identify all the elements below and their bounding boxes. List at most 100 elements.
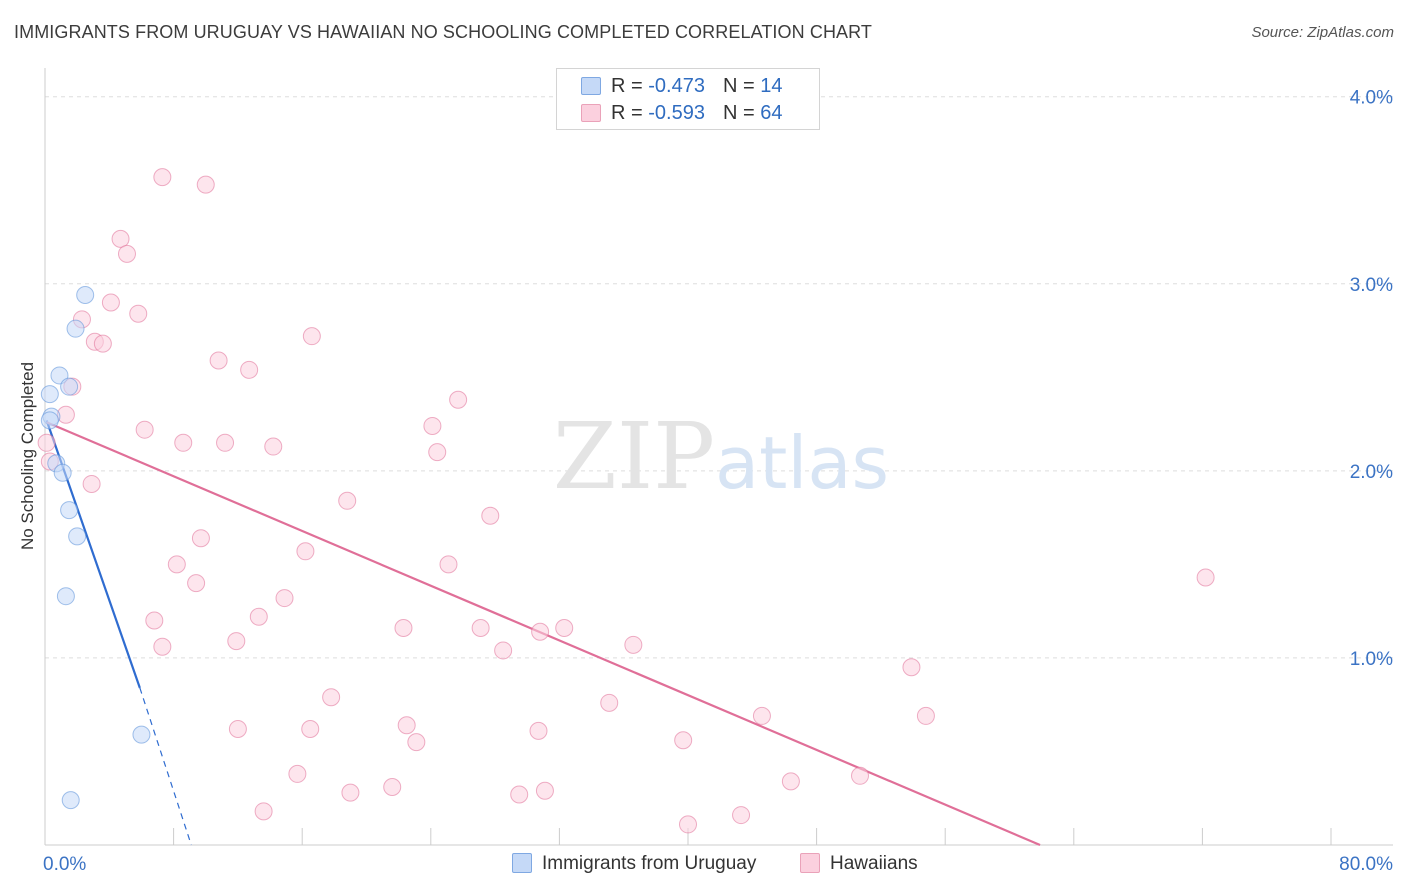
hawaiians-point-51	[674, 731, 693, 750]
hawaiians-point-34	[471, 618, 490, 637]
hawaiians-point-57	[510, 785, 529, 804]
hawaiians-point-3	[117, 244, 136, 263]
y-tick-label-3: 1.0%	[1350, 649, 1393, 670]
hawaiians-point-47	[301, 720, 320, 739]
legend-n-value-uruguay: 14	[760, 75, 783, 97]
hawaiians-point-22	[338, 491, 357, 510]
hawaiians-point-28	[187, 574, 206, 593]
legend-swatch-hawaiians	[581, 104, 601, 122]
y-tick-label-2: 2.0%	[1350, 462, 1393, 483]
legend-row-uruguay: R = -0.473 N = 14	[581, 73, 782, 99]
hawaiians-point-27	[439, 555, 458, 574]
hawaiians-point-44	[752, 706, 771, 725]
x-tick-label-min: 0.0%	[43, 854, 86, 875]
hawaiians-point-15	[423, 416, 442, 435]
hawaiians-point-45	[916, 706, 935, 725]
legend-r-value-uruguay: -0.473	[648, 75, 705, 97]
hawaiians-point-49	[529, 721, 548, 740]
legend-r-label-uruguay: R =	[611, 75, 643, 97]
y-axis-label: No Schooling Completed	[18, 362, 37, 550]
hawaiians-point-40	[624, 635, 643, 654]
hawaiians-point-53	[781, 772, 800, 791]
hawaiians-point-39	[494, 641, 513, 660]
legend-r-value-hawaiians: -0.593	[648, 102, 705, 124]
tick-labels: 4.0% 3.0% 2.0% 1.0% 0.0% 80.0%	[43, 88, 1393, 875]
hawaiians-point-52	[288, 764, 307, 783]
hawaiians-point-10	[209, 351, 228, 370]
bottom-legend-hawaiians: Hawaiians	[800, 852, 918, 876]
hawaiians-point-17	[174, 433, 193, 452]
legend-r-label-hawaiians: R =	[611, 102, 643, 124]
chart-title: IMMIGRANTS FROM URUGUAY VS HAWAIIAN NO S…	[14, 22, 873, 42]
hawaiians-point-29	[1196, 568, 1215, 587]
hawaiians-point-16	[135, 420, 154, 439]
bottom-legend-swatch-uruguay	[512, 853, 532, 873]
hawaiians-point-13	[449, 390, 468, 409]
hawaiians-point-55	[341, 783, 360, 802]
hawaiians-point-4	[101, 293, 120, 312]
data-points	[37, 168, 1215, 834]
hawaiians-point-46	[228, 720, 247, 739]
uruguay-point-6	[40, 411, 59, 430]
hawaiians-point-26	[167, 555, 186, 574]
hawaiians-point-0	[153, 168, 172, 187]
bottom-legend-swatch-hawaiians	[800, 853, 820, 873]
stats-legend: R = -0.473 N = 14 R = -0.593 N = 64	[556, 68, 820, 130]
hawaiians-point-31	[145, 611, 164, 630]
hawaiians-point-56	[383, 778, 402, 797]
hawaiians-point-23	[481, 506, 500, 525]
hawaiians-point-35	[531, 622, 550, 641]
uruguay-point-9	[60, 501, 79, 520]
hawaiians-point-36	[555, 618, 574, 637]
watermark-zip: ZIP	[553, 403, 715, 510]
uruguay-trendline-extension	[139, 687, 192, 846]
watermark: ZIP atlas	[553, 403, 889, 510]
legend-n-label-hawaiians: N =	[722, 102, 755, 124]
hawaiians-point-37	[153, 637, 172, 656]
hawaiians-point-32	[249, 607, 268, 626]
bottom-legend-label-hawaiians: Hawaiians	[830, 853, 918, 874]
hawaiians-point-11	[240, 360, 259, 379]
hawaiians-point-43	[600, 693, 619, 712]
legend-n-value-hawaiians: 64	[760, 102, 783, 124]
x-tick-label-max: 80.0%	[1339, 854, 1393, 875]
uruguay-point-3	[60, 377, 79, 396]
hawaiians-point-61	[679, 815, 697, 834]
hawaiians-point-38	[227, 632, 246, 651]
uruguay-point-11	[56, 587, 75, 606]
hawaiians-point-60	[732, 806, 751, 825]
hawaiians-point-41	[902, 658, 921, 677]
y-tick-label-0: 4.0%	[1350, 88, 1393, 109]
hawaiians-point-58	[535, 781, 554, 800]
hawaiians-point-18	[216, 433, 235, 452]
uruguay-point-8	[53, 463, 72, 482]
hawaiians-point-48	[397, 716, 416, 735]
hawaiians-point-20	[428, 443, 447, 462]
hawaiians-point-33	[394, 618, 413, 637]
hawaiians-point-54	[851, 766, 870, 785]
uruguay-point-4	[40, 385, 59, 404]
watermark-atlas: atlas	[715, 421, 889, 505]
hawaiians-point-19	[264, 437, 283, 456]
hawaiians-point-9	[93, 334, 112, 353]
hawaiians-point-21	[82, 474, 101, 493]
uruguay-point-13	[61, 791, 80, 810]
hawaiians-point-5	[129, 304, 148, 323]
chart-source: Source: ZipAtlas.com	[1251, 24, 1394, 41]
legend-swatch-uruguay	[581, 77, 601, 95]
y-tick-label-1: 3.0%	[1350, 275, 1393, 296]
uruguay-point-10	[68, 527, 87, 546]
legend-row-hawaiians: R = -0.593 N = 64	[581, 100, 782, 126]
hawaiians-point-2	[111, 229, 130, 248]
bottom-legend-uruguay: Immigrants from Uruguay	[512, 852, 756, 876]
uruguay-point-0	[76, 286, 95, 305]
hawaiians-point-59	[254, 802, 273, 821]
uruguay-point-1	[66, 319, 85, 338]
hawaiians-point-24	[191, 529, 210, 548]
hawaiians-point-1	[196, 175, 215, 194]
hawaiians-point-7	[302, 327, 321, 346]
hawaiians-point-25	[296, 542, 315, 561]
hawaiians-point-42	[322, 688, 341, 707]
uruguay-point-12	[132, 725, 151, 744]
